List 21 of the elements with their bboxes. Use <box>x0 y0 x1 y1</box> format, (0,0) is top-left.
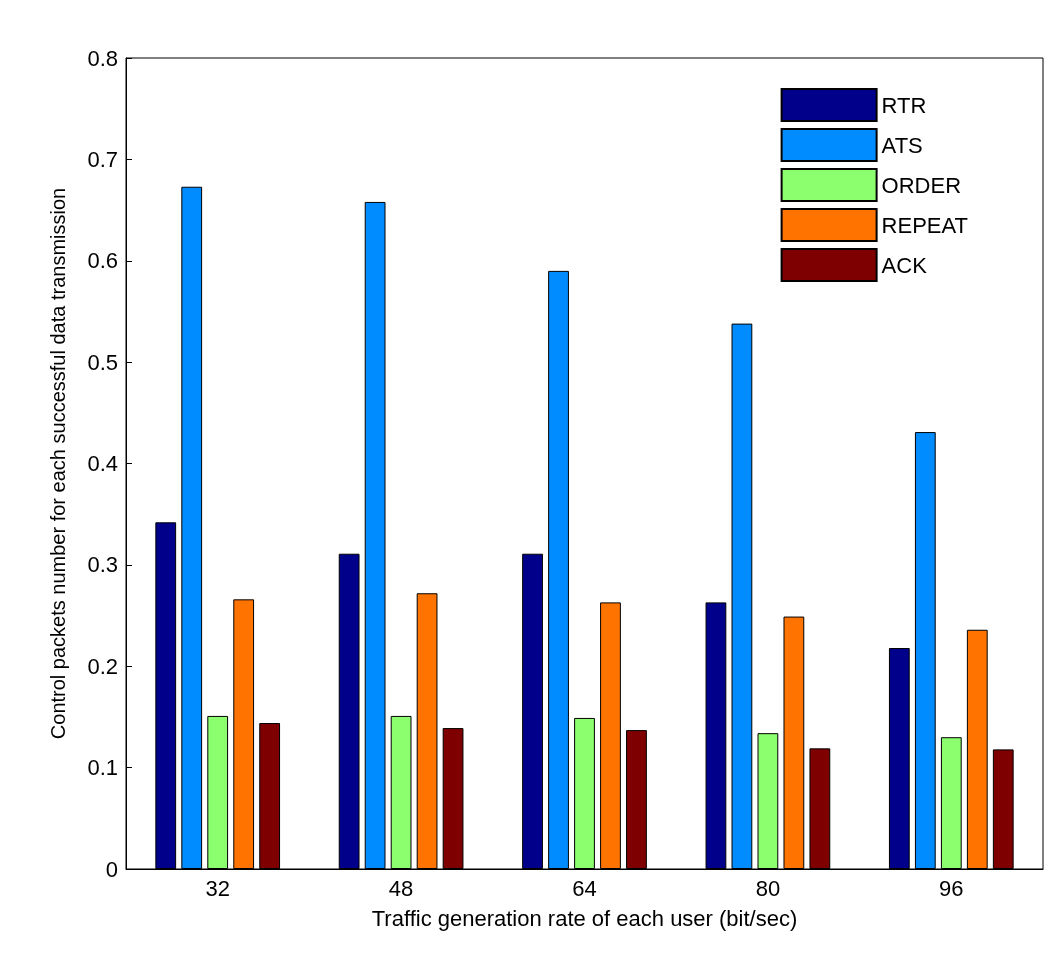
x-axis-title: Traffic generation rate of each user (bit/sec) <box>371 905 798 931</box>
y-tick-label: 0.8 <box>87 45 118 71</box>
y-axis-title: Control packets number for each successful data transmission <box>47 187 69 740</box>
x-tick-label: 96 <box>939 875 964 901</box>
y-tick-label: 0.7 <box>87 146 118 172</box>
y-tick-label: 0.3 <box>87 552 118 578</box>
y-tick-label: 0.6 <box>87 248 118 274</box>
y-tick-label: 0.1 <box>87 755 118 781</box>
y-tick-label: 0.2 <box>87 653 118 679</box>
y-tick-label: 0.5 <box>87 349 118 375</box>
legend-label: ATS <box>881 132 923 158</box>
x-tick-label: 48 <box>388 875 414 901</box>
x-tick-label: 80 <box>755 875 781 901</box>
x-tick-label: 32 <box>205 875 230 901</box>
y-tick-label: 0.4 <box>87 451 118 476</box>
y-tick-label: 0 <box>105 856 118 882</box>
legend-label: ORDER <box>881 172 962 198</box>
legend-label: REPEAT <box>881 212 968 238</box>
legend-label: RTR <box>881 92 927 118</box>
legend-label: ACK <box>881 252 928 278</box>
x-tick-label: 64 <box>572 875 597 901</box>
